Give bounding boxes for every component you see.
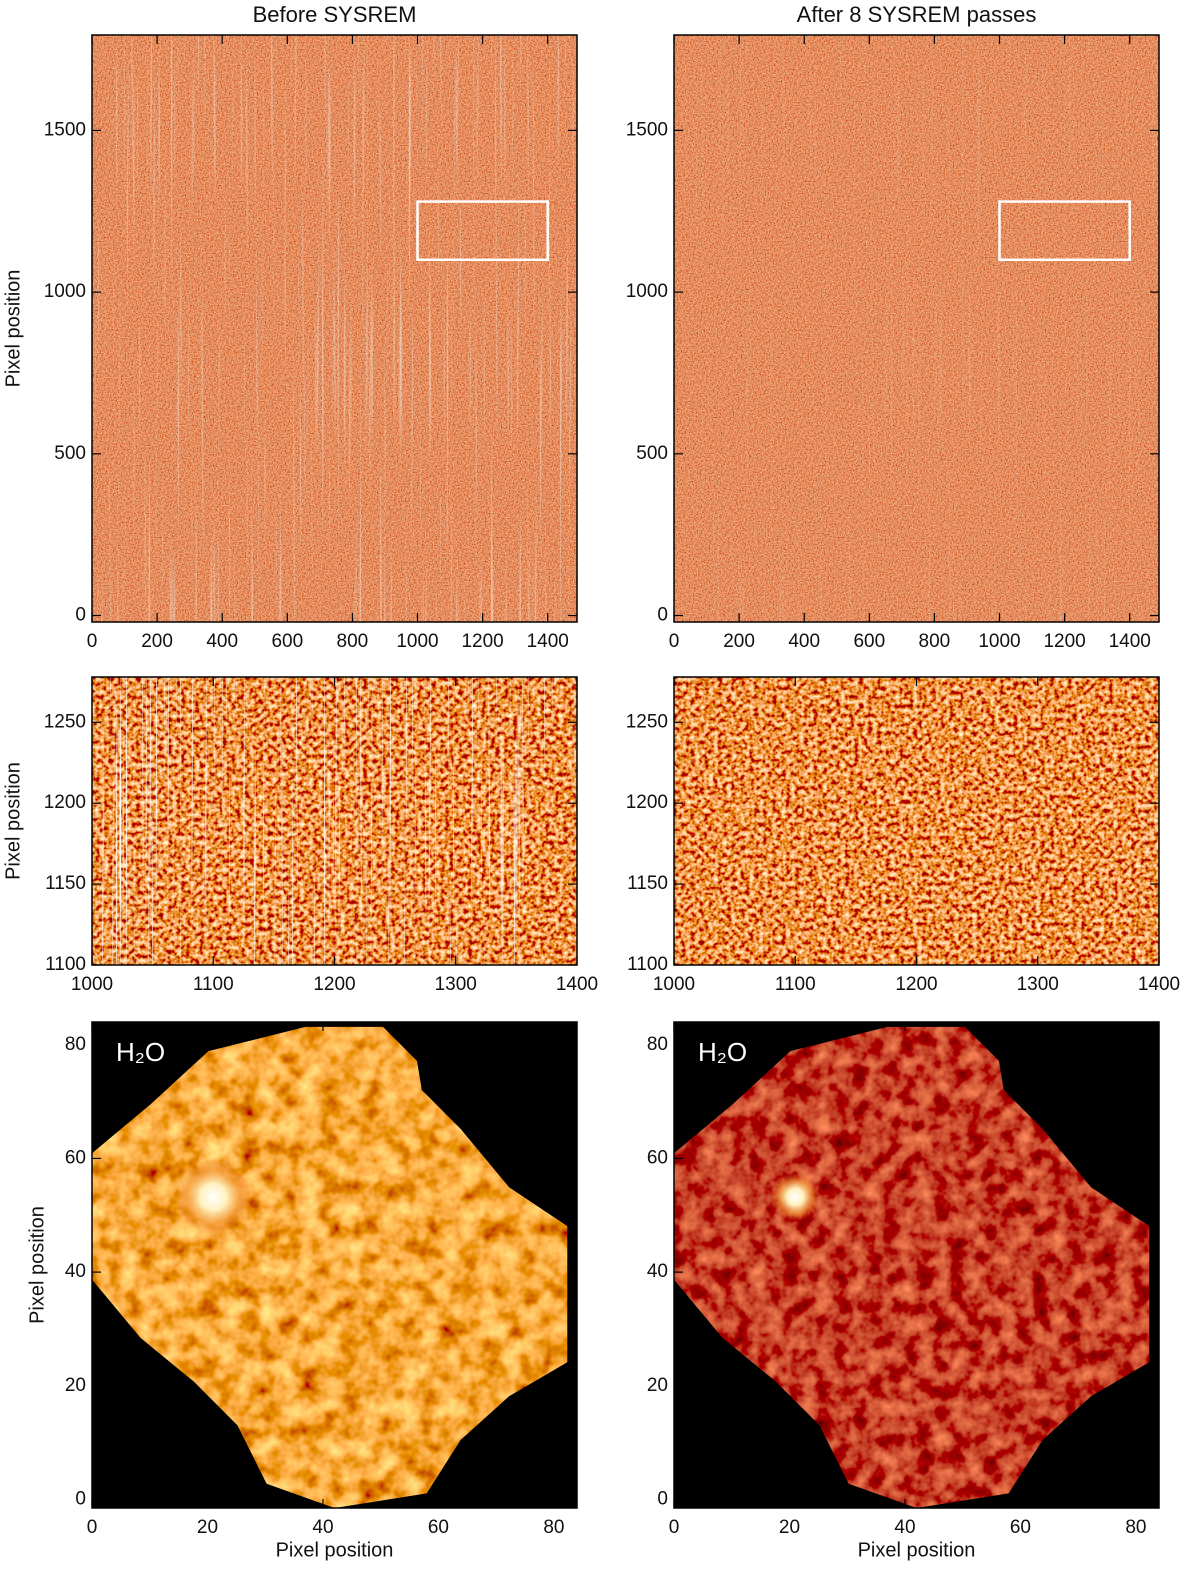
x-tick-label: 40 [312, 1517, 333, 1538]
x-tick-label: 1300 [1017, 974, 1059, 995]
annotation: H₂O [116, 1037, 165, 1067]
x-tick-label: 1200 [461, 631, 503, 652]
bright-spot [771, 1172, 820, 1221]
y-tick-label: 1100 [45, 954, 86, 975]
highlight-box [416, 200, 549, 262]
x-tick-label: 20 [779, 1517, 800, 1538]
x-tick-label: 0 [87, 631, 98, 652]
y-tick-label: 1150 [45, 873, 86, 894]
x-tick-label: 200 [723, 631, 755, 652]
plot-frame [91, 34, 578, 623]
y-tick-label: 20 [647, 1375, 668, 1396]
y-tick-label: 0 [75, 605, 86, 626]
x-tick-label: 1200 [895, 974, 937, 995]
x-axis-label: Pixel position [276, 1539, 394, 1561]
y-tick-label: 60 [65, 1147, 86, 1168]
x-tick-label: 0 [87, 1517, 98, 1538]
panel: 0 200 400 600 800 1000 1200 1400 0 500 1000 1500 Bef… [2, 2, 578, 652]
x-tick-label: 60 [1010, 1517, 1031, 1538]
x-tick-label: 60 [428, 1517, 449, 1538]
plot-frame [91, 1021, 578, 1509]
y-tick-label: 0 [657, 605, 668, 626]
y-tick-label: 1250 [626, 711, 668, 732]
x-tick-label: 1100 [775, 974, 816, 995]
y-tick-label: 1150 [627, 873, 668, 894]
panel-title: Before SYSREM [253, 2, 417, 27]
x-tick-label: 1000 [653, 974, 695, 995]
y-tick-label: 1500 [626, 119, 668, 140]
plot-frame [673, 34, 1160, 623]
x-tick-label: 0 [669, 631, 680, 652]
x-axis-label: Pixel position [858, 1539, 976, 1561]
panel: 0 20 40 60 80 0 20 40 60 80 Pixel position H₂O [647, 1021, 1160, 1561]
y-tick-label: 20 [65, 1375, 86, 1396]
x-tick-label: 1100 [193, 974, 234, 995]
image-streaks [92, 677, 577, 965]
x-tick-label: 1300 [435, 974, 477, 995]
y-axis-label: Pixel position [26, 1206, 48, 1324]
y-tick-label: 1100 [627, 954, 668, 975]
y-tick-label: 500 [54, 443, 86, 464]
x-tick-label: 1000 [396, 631, 438, 652]
x-tick-label: 400 [206, 631, 238, 652]
panel: 0 20 40 60 80 0 20 40 60 80 Pixel position Pixel po… [26, 1021, 578, 1561]
x-tick-label: 20 [197, 1517, 218, 1538]
x-tick-label: 1200 [1043, 631, 1085, 652]
x-tick-label: 1400 [556, 974, 598, 995]
x-tick-label: 400 [788, 631, 820, 652]
y-tick-label: 80 [647, 1034, 668, 1055]
plot-frame [673, 1021, 1160, 1509]
x-tick-label: 200 [141, 631, 173, 652]
x-tick-label: 1000 [71, 974, 113, 995]
y-tick-label: 1200 [44, 792, 86, 813]
y-tick-label: 0 [75, 1488, 86, 1509]
panel: 0 200 400 600 800 1000 1200 1400 0 500 1000 1500 Aft… [626, 2, 1160, 652]
panel-title: After 8 SYSREM passes [797, 2, 1037, 27]
x-tick-label: 1400 [527, 631, 569, 652]
y-tick-label: 500 [636, 443, 668, 464]
image-streaks [92, 35, 577, 622]
y-tick-label: 80 [65, 1034, 86, 1055]
x-tick-label: 800 [919, 631, 951, 652]
x-tick-label: 600 [853, 631, 885, 652]
y-tick-label: 40 [65, 1261, 86, 1282]
y-tick-label: 0 [657, 1488, 668, 1509]
y-axis-label: Pixel position [2, 762, 24, 880]
y-tick-label: 1000 [44, 281, 86, 302]
image-texture [92, 1026, 568, 1508]
x-tick-label: 1400 [1138, 974, 1180, 995]
y-axis-label: Pixel position [2, 270, 24, 388]
annotation: H₂O [698, 1037, 747, 1067]
x-tick-label: 600 [271, 631, 303, 652]
panel: 1000 1100 1200 1300 14001100115012001250Pixe… [2, 676, 598, 995]
x-tick-label: 0 [669, 1517, 680, 1538]
y-tick-label: 1000 [626, 281, 668, 302]
x-tick-label: 1000 [978, 631, 1020, 652]
image-streaks [674, 35, 1159, 622]
x-tick-label: 800 [337, 631, 369, 652]
y-tick-label: 1250 [44, 711, 86, 732]
x-tick-label: 80 [543, 1517, 564, 1538]
x-tick-label: 80 [1125, 1517, 1146, 1538]
image-texture [674, 1026, 1150, 1508]
x-tick-label: 1200 [313, 974, 355, 995]
y-tick-label: 60 [647, 1147, 668, 1168]
y-tick-label: 1500 [44, 119, 86, 140]
y-tick-label: 1200 [626, 792, 668, 813]
x-tick-label: 1400 [1109, 631, 1151, 652]
bright-spot [175, 1158, 252, 1235]
y-tick-label: 40 [647, 1261, 668, 1282]
highlight-box [998, 200, 1131, 262]
image-streaks [674, 677, 1159, 965]
x-tick-label: 40 [894, 1517, 915, 1538]
